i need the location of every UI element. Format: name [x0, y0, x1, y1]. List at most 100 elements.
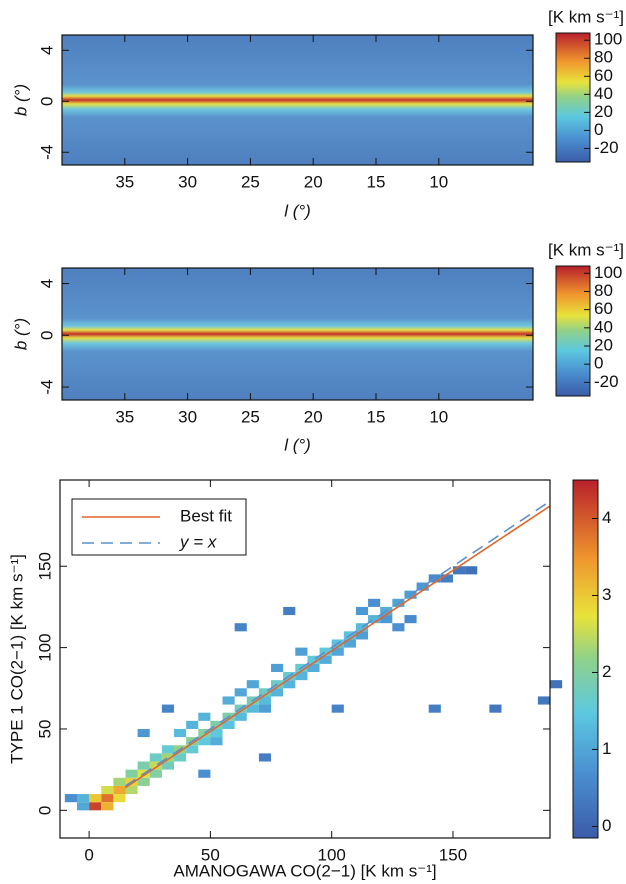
- hist-cell: [234, 623, 247, 632]
- fit-line: [125, 500, 551, 787]
- x-tick-label: 25: [241, 172, 260, 191]
- colorbar-tick-label: -20: [594, 372, 619, 391]
- y-tick-label: 0: [37, 331, 56, 340]
- legend-label: Best fit: [180, 506, 232, 525]
- colorbar-tick-label: 100: [594, 30, 622, 49]
- x-tick-label: 50: [201, 845, 220, 864]
- hist-cell: [355, 606, 369, 616]
- hist-cell: [149, 769, 162, 778]
- hist-cell: [113, 794, 126, 803]
- hist-cell: [125, 769, 138, 778]
- colorbar-tick-label: 0: [602, 816, 611, 835]
- hist-cell: [198, 728, 211, 738]
- hist-cell: [428, 704, 441, 713]
- colorbar-tick-label: 20: [594, 335, 613, 354]
- hist-cell: [186, 745, 199, 754]
- x-axis-label: l (°): [284, 201, 311, 220]
- x-tick-label: 0: [84, 845, 93, 864]
- hist-cell: [452, 566, 466, 575]
- colorbar-tick-label: 20: [594, 102, 613, 121]
- hist-cell: [331, 647, 344, 656]
- hist-cell: [319, 655, 332, 664]
- hist-cell: [113, 785, 126, 795]
- y-tick-label: 0: [35, 806, 54, 815]
- hist-cell: [222, 720, 235, 729]
- colorbar-tick-label: 0: [594, 354, 603, 373]
- hist-cell: [161, 704, 175, 713]
- colorbar-tick-label: 3: [602, 585, 611, 604]
- colorbar-tick-label: 80: [594, 48, 613, 67]
- hist-cell: [89, 794, 102, 803]
- hist-cell: [416, 582, 429, 591]
- hist-cell: [161, 761, 175, 770]
- hist-cell: [174, 728, 187, 738]
- hist-cell: [380, 615, 393, 624]
- x-tick-label: 25: [241, 407, 260, 426]
- x-tick-label: 150: [439, 845, 467, 864]
- hist-cell: [258, 688, 272, 697]
- hist-cell: [198, 737, 211, 746]
- y-axis-label: TYPE 1 CO(2−1) [K km s⁻¹]: [7, 554, 26, 764]
- colorbar-tick-label: 2: [602, 662, 611, 681]
- hist-cell: [368, 615, 381, 624]
- hist-cell: [355, 631, 369, 640]
- legend-box: [71, 498, 247, 556]
- y-tick-label: 4: [37, 46, 56, 55]
- hist-cell: [125, 785, 138, 795]
- x-axis-label: AMANOGAWA CO(2−1) [K km s⁻¹]: [173, 861, 436, 880]
- colorbar-tick-label: 0: [594, 120, 603, 139]
- hist-cell: [258, 696, 272, 705]
- hist-cell: [307, 663, 320, 673]
- y-tick-label: -4: [37, 145, 56, 160]
- y-tick-label: 4: [37, 279, 56, 288]
- hist-cell: [392, 623, 405, 632]
- y-tick-label: 50: [35, 720, 54, 739]
- colorbar-tick-label: 100: [594, 263, 622, 282]
- hist-cell: [101, 785, 114, 795]
- hist-cell: [137, 777, 150, 786]
- x-tick-label: 35: [115, 407, 134, 426]
- colorbar-tick-label: 60: [594, 299, 613, 318]
- map-image: [62, 35, 533, 165]
- hist-cell: [234, 688, 247, 697]
- hist-cell: [258, 704, 272, 713]
- colorbar-label: [K km s⁻¹]: [548, 240, 624, 259]
- y-tick-label: 150: [35, 552, 54, 580]
- hist-cell: [101, 794, 114, 803]
- hist-cell: [137, 728, 150, 738]
- hist-cell: [186, 720, 199, 729]
- x-tick-label: 20: [304, 172, 323, 191]
- hist-cell: [537, 696, 550, 705]
- hist-cell: [76, 794, 90, 803]
- colorbar-tick-label: 60: [594, 66, 613, 85]
- hist-cell: [295, 647, 308, 656]
- hist-cell: [210, 737, 223, 746]
- hist-cell: [307, 655, 320, 664]
- hist-cell: [101, 802, 114, 811]
- colorbar-label: [K km s⁻¹]: [548, 7, 624, 26]
- y-axis-label: b (°): [11, 84, 30, 116]
- x-tick-label: 30: [178, 172, 197, 191]
- hist-cell: [404, 615, 417, 624]
- plot-frame: [59, 479, 551, 839]
- hist-cell: [319, 647, 332, 656]
- hist-cell: [283, 680, 296, 689]
- hist-cell: [465, 566, 478, 575]
- hist-cell: [161, 753, 175, 762]
- hist-cell: [174, 753, 187, 762]
- colorbar-tick-label: 80: [594, 281, 613, 300]
- hist-cell: [258, 753, 272, 762]
- x-axis-label: l (°): [284, 435, 311, 454]
- hist-cell: [222, 696, 235, 705]
- hist-cell: [234, 712, 247, 721]
- fit-line: [125, 505, 551, 789]
- legend-label: y = x: [179, 532, 217, 551]
- colorbar-tick-label: 1: [602, 739, 611, 758]
- hist-cell: [343, 639, 356, 648]
- colorbar: [572, 479, 599, 839]
- colorbar-tick-label: 40: [594, 84, 613, 103]
- hist-cell: [489, 704, 502, 713]
- hist-cell: [137, 761, 150, 770]
- colorbar: [555, 32, 591, 163]
